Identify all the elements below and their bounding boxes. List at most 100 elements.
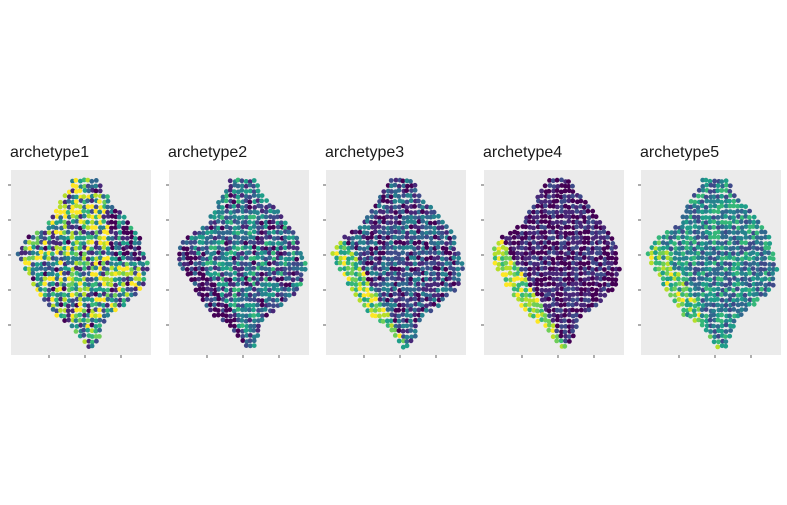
data-point	[247, 194, 253, 200]
data-point	[672, 286, 678, 292]
data-point	[89, 277, 94, 282]
data-point	[699, 199, 705, 205]
data-point	[408, 210, 414, 216]
data-point	[266, 230, 272, 236]
data-point	[413, 301, 419, 307]
data-point	[220, 266, 226, 272]
data-point	[141, 255, 147, 261]
data-point	[581, 240, 587, 245]
data-point	[590, 260, 596, 266]
data-point	[672, 256, 678, 261]
data-point	[89, 302, 95, 308]
data-point	[602, 292, 608, 298]
data-point	[381, 286, 387, 292]
data-point	[38, 234, 44, 240]
data-point	[345, 265, 351, 271]
data-point	[42, 261, 47, 267]
data-point	[66, 199, 72, 204]
data-point	[416, 271, 422, 277]
data-point	[53, 256, 59, 262]
data-point	[558, 308, 564, 313]
data-point	[416, 307, 422, 313]
data-point	[767, 281, 772, 287]
data-point	[711, 312, 717, 318]
data-point	[189, 235, 195, 241]
data-point	[392, 204, 398, 210]
data-point	[408, 307, 414, 312]
data-point	[416, 198, 421, 204]
data-point	[715, 281, 721, 287]
data-point	[731, 245, 736, 251]
data-point	[251, 302, 257, 308]
data-point	[503, 272, 509, 278]
data-point	[523, 251, 529, 256]
data-point	[132, 291, 138, 297]
data-point	[435, 276, 441, 281]
data-point	[695, 234, 701, 240]
data-point	[731, 298, 736, 303]
data-point	[368, 246, 374, 252]
data-point	[39, 271, 45, 277]
data-point	[200, 256, 206, 262]
data-point	[563, 209, 568, 215]
data-point	[400, 178, 406, 184]
data-point	[538, 277, 544, 283]
data-point	[294, 286, 300, 292]
data-point	[338, 240, 344, 246]
data-point	[385, 230, 391, 236]
data-point	[50, 220, 56, 226]
data-point	[223, 293, 229, 298]
data-point	[81, 208, 87, 214]
data-point	[42, 276, 48, 281]
data-point	[78, 184, 84, 190]
data-point	[38, 255, 44, 260]
data-point	[723, 267, 729, 272]
data-point	[613, 277, 619, 283]
data-point	[267, 287, 272, 293]
data-point	[420, 266, 425, 272]
data-point	[554, 266, 560, 272]
data-point	[275, 292, 281, 298]
data-point	[527, 266, 533, 272]
data-point	[578, 265, 584, 271]
data-point	[251, 193, 257, 198]
data-point	[109, 204, 115, 210]
data-point	[232, 265, 238, 271]
data-point	[519, 245, 525, 251]
data-point	[258, 287, 264, 293]
data-point	[408, 318, 413, 324]
data-point	[263, 230, 269, 235]
data-point	[373, 246, 379, 251]
data-point	[109, 293, 114, 298]
data-point	[515, 292, 521, 298]
data-point	[53, 229, 59, 235]
facet-archetype2: archetype2	[166, 140, 314, 365]
facet-title: archetype1	[10, 144, 90, 161]
data-point	[546, 194, 552, 200]
data-point	[567, 231, 572, 236]
data-point	[282, 225, 288, 231]
data-point	[74, 224, 79, 230]
data-point	[432, 225, 437, 231]
data-point	[677, 281, 683, 286]
data-point	[404, 323, 410, 329]
data-point	[420, 218, 426, 224]
data-point	[101, 287, 106, 293]
data-point	[256, 291, 261, 297]
data-point	[558, 302, 564, 308]
data-point	[699, 322, 705, 328]
spot-points	[645, 177, 780, 350]
data-point	[236, 277, 242, 283]
data-point	[86, 188, 92, 194]
data-point	[736, 281, 741, 287]
data-point	[267, 266, 272, 272]
data-point	[559, 213, 565, 219]
data-point	[357, 240, 363, 245]
data-point	[247, 303, 253, 308]
data-point	[727, 224, 733, 230]
data-point	[555, 323, 560, 329]
data-point	[389, 271, 395, 276]
data-point	[676, 303, 681, 308]
data-point	[89, 328, 95, 334]
data-point	[723, 329, 729, 334]
